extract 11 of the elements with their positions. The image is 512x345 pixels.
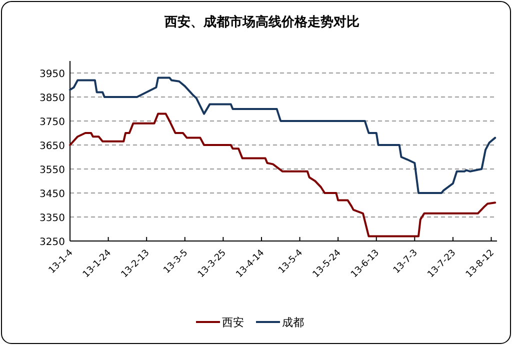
y-tick-label: 3950 (40, 69, 65, 80)
y-tick-label: 3350 (40, 213, 65, 224)
y-tick-label: 3750 (40, 117, 65, 128)
y-tick-label: 3250 (40, 237, 65, 248)
legend-label: 西安 (222, 316, 244, 329)
legend-label: 成都 (282, 316, 304, 329)
y-tick-label: 3450 (40, 189, 65, 200)
y-tick-label: 3550 (40, 165, 65, 176)
y-tick-label: 3650 (40, 141, 65, 152)
y-tick-label: 3850 (40, 93, 65, 104)
chart-title: 西安、成都市场高线价格走势对比 (164, 14, 360, 30)
